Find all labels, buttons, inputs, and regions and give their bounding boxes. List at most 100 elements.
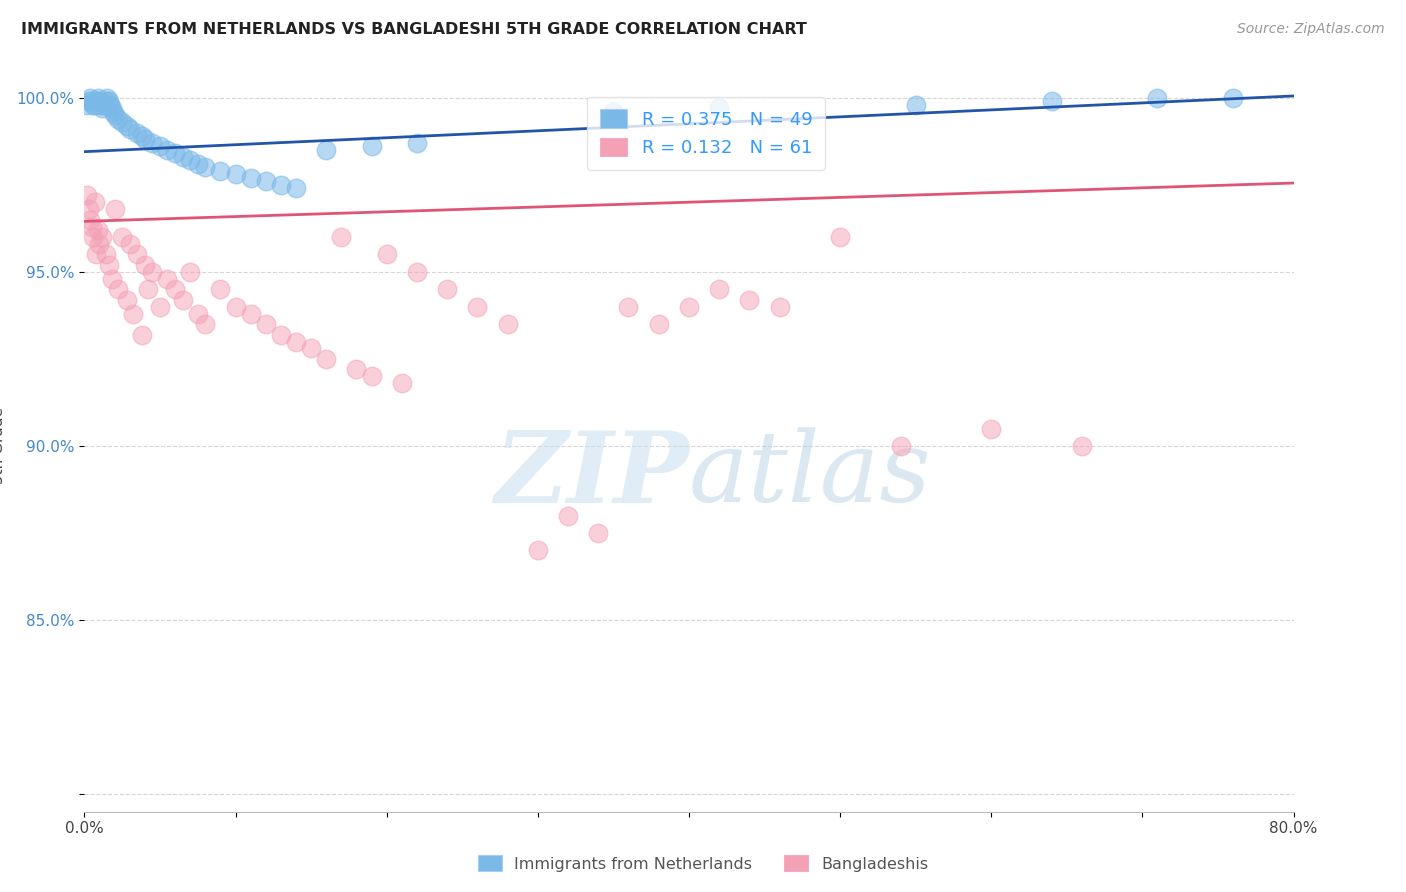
Point bbox=[330, 230, 353, 244]
Point bbox=[82, 230, 104, 244]
Point bbox=[1222, 91, 1244, 105]
Point bbox=[254, 317, 277, 331]
Point bbox=[165, 282, 187, 296]
Point bbox=[100, 101, 122, 115]
Point bbox=[127, 126, 149, 140]
Point bbox=[131, 327, 153, 342]
Point bbox=[617, 300, 640, 314]
Point bbox=[101, 104, 124, 119]
Point bbox=[118, 237, 141, 252]
Point bbox=[1071, 439, 1094, 453]
Point bbox=[187, 307, 209, 321]
Point bbox=[127, 247, 149, 261]
Point bbox=[156, 272, 179, 286]
Point bbox=[165, 146, 187, 161]
Point bbox=[80, 219, 103, 234]
Point bbox=[270, 178, 292, 192]
Point bbox=[360, 139, 382, 153]
Point bbox=[79, 91, 101, 105]
Point bbox=[91, 101, 114, 115]
Point bbox=[406, 136, 429, 150]
Point bbox=[86, 94, 108, 108]
Point bbox=[270, 327, 292, 342]
Point bbox=[890, 439, 912, 453]
Point bbox=[89, 237, 111, 252]
Point bbox=[179, 153, 201, 168]
Point bbox=[115, 119, 138, 133]
Point bbox=[194, 161, 217, 175]
Point bbox=[91, 230, 114, 244]
Point bbox=[100, 272, 122, 286]
Point bbox=[769, 300, 792, 314]
Point bbox=[149, 139, 172, 153]
Legend: R = 0.375   N = 49, R = 0.132   N = 61: R = 0.375 N = 49, R = 0.132 N = 61 bbox=[588, 96, 825, 169]
Point bbox=[904, 97, 927, 112]
Text: IMMIGRANTS FROM NETHERLANDS VS BANGLADESHI 5TH GRADE CORRELATION CHART: IMMIGRANTS FROM NETHERLANDS VS BANGLADES… bbox=[21, 22, 807, 37]
Point bbox=[254, 174, 277, 188]
Point bbox=[172, 293, 194, 307]
Point bbox=[80, 94, 103, 108]
Point bbox=[76, 188, 98, 202]
Point bbox=[1146, 91, 1168, 105]
Point bbox=[239, 307, 262, 321]
Point bbox=[225, 167, 247, 181]
Point bbox=[107, 112, 129, 126]
Point bbox=[709, 101, 731, 115]
Point bbox=[648, 317, 671, 331]
Point bbox=[87, 223, 110, 237]
Point bbox=[84, 97, 107, 112]
Point bbox=[209, 282, 232, 296]
Point bbox=[436, 282, 458, 296]
Point bbox=[830, 230, 852, 244]
Point bbox=[285, 334, 308, 349]
Point bbox=[97, 258, 120, 272]
Point bbox=[96, 91, 118, 105]
Legend: Immigrants from Netherlands, Bangladeshis: Immigrants from Netherlands, Bangladeshi… bbox=[470, 847, 936, 880]
Point bbox=[709, 282, 731, 296]
Point bbox=[98, 97, 121, 112]
Point bbox=[527, 543, 550, 558]
Point bbox=[77, 202, 100, 216]
Point bbox=[496, 317, 519, 331]
Point bbox=[77, 94, 100, 108]
Point bbox=[738, 293, 761, 307]
Point bbox=[79, 212, 101, 227]
Point bbox=[980, 421, 1002, 435]
Point bbox=[285, 181, 308, 195]
Point bbox=[467, 300, 489, 314]
Point bbox=[87, 91, 110, 105]
Point bbox=[93, 97, 115, 112]
Point bbox=[346, 362, 368, 376]
Point bbox=[104, 202, 127, 216]
Point bbox=[94, 94, 117, 108]
Point bbox=[111, 230, 134, 244]
Point bbox=[588, 526, 610, 541]
Point bbox=[315, 143, 337, 157]
Point bbox=[131, 128, 153, 143]
Point bbox=[239, 170, 262, 185]
Point bbox=[84, 195, 107, 210]
Point bbox=[76, 97, 98, 112]
Point bbox=[121, 307, 143, 321]
Point bbox=[111, 115, 134, 129]
Point bbox=[89, 94, 111, 108]
Y-axis label: 5th Grade: 5th Grade bbox=[0, 408, 6, 484]
Point bbox=[141, 265, 163, 279]
Point bbox=[156, 143, 179, 157]
Point bbox=[97, 94, 120, 108]
Point bbox=[118, 122, 141, 136]
Point bbox=[82, 97, 104, 112]
Point bbox=[391, 376, 413, 391]
Text: Source: ZipAtlas.com: Source: ZipAtlas.com bbox=[1237, 22, 1385, 37]
Point bbox=[86, 247, 108, 261]
Point bbox=[209, 164, 232, 178]
Point bbox=[179, 265, 201, 279]
Point bbox=[141, 136, 163, 150]
Point bbox=[360, 369, 382, 384]
Point bbox=[194, 317, 217, 331]
Point bbox=[315, 351, 337, 366]
Text: ZIP: ZIP bbox=[494, 427, 689, 524]
Point bbox=[299, 342, 322, 356]
Point bbox=[187, 157, 209, 171]
Point bbox=[115, 293, 138, 307]
